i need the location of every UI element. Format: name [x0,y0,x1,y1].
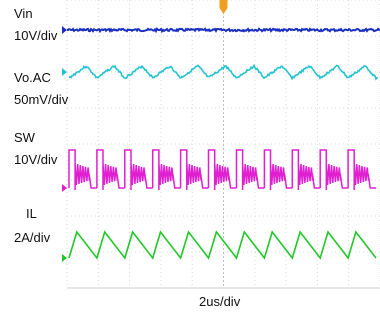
trace-vo-ac [68,64,379,81]
trace-sw-ground-marker [62,184,67,192]
channel-2-name: Vo.AC [14,70,51,85]
trace-vin-ground-marker [62,26,67,34]
trace-il [68,230,377,260]
channel-3-scale: 10V/div [14,152,58,167]
trace-sw [68,149,376,190]
trace-il-ground-marker [62,254,67,262]
channel-2-scale: 50mV/div [14,92,69,107]
trace-vin [66,27,380,34]
x-axis-label: 2us/div [199,294,241,309]
channel-1-name: Vin [14,6,33,21]
channel-1-scale: 10V/div [14,28,58,43]
trace-vo-ground-marker [62,68,67,76]
channel-4-name: IL [26,206,37,221]
scope-traces [62,26,380,262]
channel-4-scale: 2A/div [14,230,51,245]
channel-3-name: SW [14,130,35,145]
trigger-marker [219,0,228,14]
